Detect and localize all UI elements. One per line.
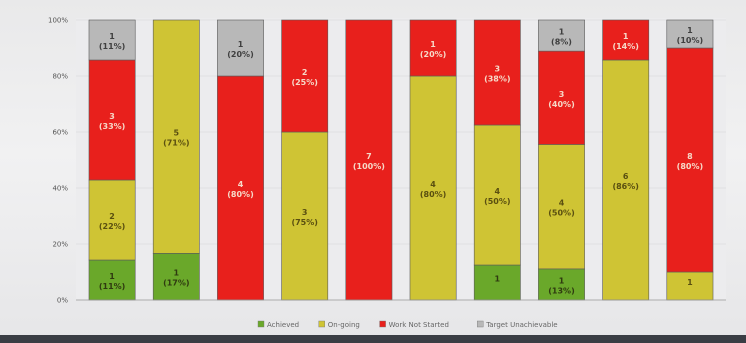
segment-count-label: 3 [302,208,308,217]
legend-entry: Achieved [267,321,299,329]
bar-segment [345,19,393,301]
segment-count-label: 1 [559,276,565,285]
legend-entry: On-going [328,321,360,329]
segment-count-label: 1 [238,40,244,49]
bar-segment [602,59,650,301]
segment-percent-label: (8%) [551,38,572,47]
segment-percent-label: (50%) [548,209,574,218]
bar-segment [538,144,585,270]
segment-count-label: 4 [238,180,244,189]
bar-segment [281,19,329,133]
segment-percent-label: (86%) [612,182,638,191]
segment-percent-label: (80%) [227,190,253,199]
y-tick-label: 80% [52,73,68,81]
legend-swatch [477,320,484,328]
y-tick-label: 0% [57,297,68,305]
legend-entry: Work Not Started [389,321,449,329]
segment-count-label: 4 [495,187,501,196]
segment-count-label: 2 [302,68,308,77]
bar-segment [88,19,136,61]
bar-segment [152,19,200,254]
segment-percent-label: (80%) [420,190,446,199]
y-tick-label: 40% [52,185,68,193]
bar-segment [217,19,264,77]
segment-count-label: 1 [495,275,501,284]
bar-segment [666,271,714,301]
segment-percent-label: (11%) [99,282,125,291]
segment-percent-label: (20%) [420,50,446,59]
legend-swatch [318,320,325,328]
segment-percent-label: (71%) [163,139,189,148]
bar-segment [602,19,650,61]
segment-percent-label: (38%) [484,75,510,84]
segment-percent-label: (13%) [548,286,574,295]
segment-percent-label: (10%) [677,36,703,45]
segment-count-label: 3 [109,112,115,121]
segment-percent-label: (33%) [99,122,125,131]
bar-segment [473,124,521,266]
segment-count-label: 3 [495,65,501,74]
segment-count-label: 2 [109,212,115,221]
segment-count-label: 1 [687,26,693,35]
bar-segment [538,50,585,145]
legend-entry: Target Unachievable [485,321,557,329]
bar-segment [666,19,714,49]
segment-count-label: 6 [623,172,629,181]
segment-percent-label: (22%) [99,222,125,231]
segment-percent-label: (20%) [227,50,253,59]
bar-segment [281,131,329,301]
bar-segment [409,19,457,77]
segment-count-label: 1 [430,40,436,49]
segment-percent-label: (50%) [484,197,510,206]
segment-percent-label: (17%) [163,279,189,288]
segment-count-label: 3 [559,90,565,99]
bar-segment [473,264,521,301]
segment-percent-label: (11%) [99,42,125,51]
segment-count-label: 5 [174,129,180,138]
segment-percent-label: (80%) [677,162,703,171]
segment-count-label: 1 [623,32,629,41]
bar-segment [538,19,585,52]
bar-segment [666,47,714,273]
segment-count-label: 8 [687,152,693,161]
bar-segment [538,268,585,301]
segment-count-label: 1 [687,278,693,287]
segment-percent-label: (40%) [548,100,574,109]
y-tick-label: 60% [52,129,68,137]
segment-count-label: 1 [559,28,565,37]
segment-percent-label: (75%) [291,218,317,227]
segment-count-label: 1 [109,32,115,41]
segment-percent-label: (14%) [612,42,638,51]
y-tick-label: 100% [48,17,68,25]
segment-percent-label: (25%) [291,78,317,87]
segment-count-label: 1 [109,272,115,281]
segment-count-label: 1 [174,269,180,278]
segment-count-label: 4 [559,199,565,208]
bar-segment [88,179,136,261]
bar-segment [88,59,136,181]
bar-segment [409,75,457,301]
bar-segment [88,259,136,301]
legend-swatch [379,320,386,328]
segment-percent-label: (100%) [353,162,385,171]
segment-count-label: 4 [430,180,436,189]
segment-count-label: 7 [366,152,372,161]
bar-segment [473,19,521,126]
legend-swatch [257,320,265,328]
y-tick-label: 20% [52,241,68,249]
